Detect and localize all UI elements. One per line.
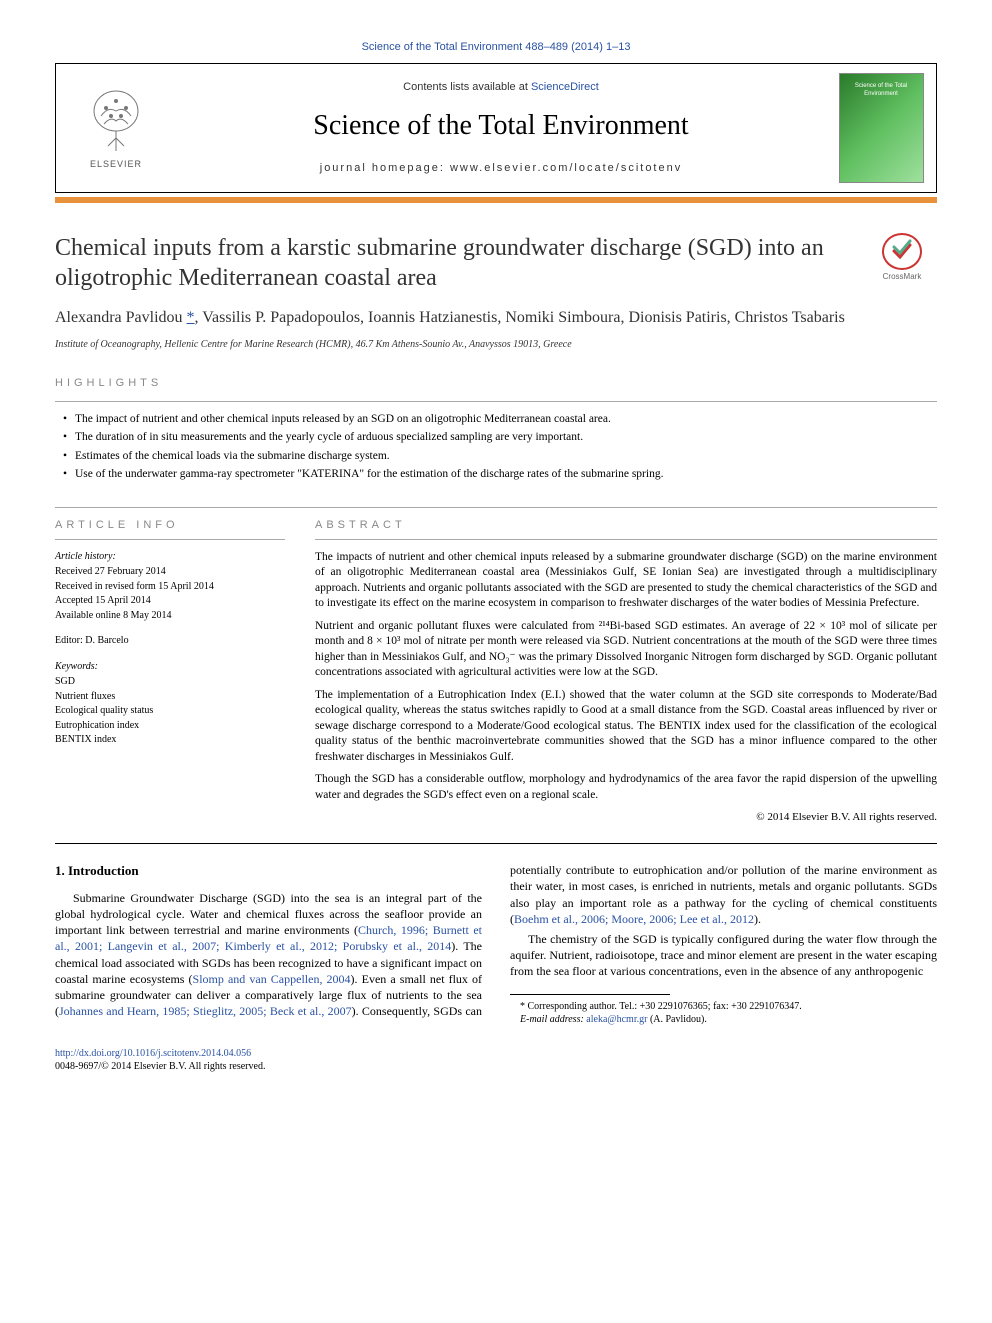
highlight-item: Estimates of the chemical loads via the … (67, 449, 937, 465)
editor-block: Editor: D. Barcelo (55, 634, 285, 648)
history-line: Received in revised form 15 April 2014 (55, 580, 285, 594)
info-rule (55, 539, 285, 540)
highlights-list: The impact of nutrient and other chemica… (55, 412, 937, 483)
authors-rest: , Vassilis P. Papadopoulos, Ioannis Hatz… (195, 309, 845, 326)
history-line: Available online 8 May 2014 (55, 609, 285, 623)
citation-link[interactable]: Boehm et al., 2006; Moore, 2006; Lee et … (514, 912, 754, 926)
cover-thumb-text: Science of the Total Environment (840, 82, 923, 98)
journal-homepage: journal homepage: www.elsevier.com/locat… (176, 161, 826, 176)
highlight-item: The duration of in situ measurements and… (67, 430, 937, 446)
keyword: Nutrient fluxes (55, 690, 285, 704)
history-label: Article history: (55, 550, 285, 564)
publisher-logo-area: ELSEVIER (56, 64, 176, 192)
homepage-url[interactable]: www.elsevier.com/locate/scitotenv (450, 162, 682, 174)
highlight-item: Use of the underwater gamma-ray spectrom… (67, 467, 937, 483)
author-lead: Alexandra Pavlidou (55, 309, 187, 326)
highlights-rule (55, 401, 937, 402)
abstract-col: ABSTRACT The impacts of nutrient and oth… (315, 518, 937, 825)
highlight-item: The impact of nutrient and other chemica… (67, 412, 937, 428)
info-abstract-row: ARTICLE INFO Article history: Received 2… (55, 518, 937, 825)
email-footnote: E-mail address: aleka@hcmr.gr (A. Pavlid… (510, 1013, 937, 1027)
contents-line: Contents lists available at ScienceDirec… (176, 80, 826, 95)
keyword: Eutrophication index (55, 719, 285, 733)
affiliation: Institute of Oceanography, Hellenic Cent… (55, 338, 937, 352)
highlights-head: HIGHLIGHTS (55, 376, 937, 391)
email-link[interactable]: aleka@hcmr.gr (586, 1014, 647, 1025)
abstract-copyright: © 2014 Elsevier B.V. All rights reserved… (315, 810, 937, 825)
citation-link[interactable]: Slomp and van Cappellen, 2004 (193, 972, 351, 986)
body-rule (55, 843, 937, 844)
keyword: BENTIX index (55, 733, 285, 747)
sciencedirect-link[interactable]: ScienceDirect (531, 81, 599, 93)
history-line: Received 27 February 2014 (55, 565, 285, 579)
intro-p3: The chemistry of the SGD is typically co… (510, 931, 937, 980)
abstract-rule (315, 539, 937, 540)
article-title: Chemical inputs from a karstic submarine… (55, 233, 847, 293)
cover-thumb-area: Science of the Total Environment (826, 64, 936, 192)
footnote-rule (510, 994, 670, 995)
keyword: Ecological quality status (55, 704, 285, 718)
journal-reference: Science of the Total Environment 488–489… (55, 40, 937, 55)
abstract-head: ABSTRACT (315, 518, 937, 533)
page-footer: http://dx.doi.org/10.1016/j.scitotenv.20… (55, 1047, 937, 1074)
issn-line: 0048-9697/© 2014 Elsevier B.V. All right… (55, 1061, 265, 1072)
abstract-text: The impacts of nutrient and other chemic… (315, 550, 937, 826)
keywords-label: Keywords: (55, 660, 285, 674)
article-info-col: ARTICLE INFO Article history: Received 2… (55, 518, 285, 825)
abstract-p: Nutrient and organic pollutant fluxes we… (315, 619, 937, 681)
corresponding-footnote: * Corresponding author. Tel.: +30 229107… (510, 1000, 937, 1014)
abstract-p: Though the SGD has a considerable outflo… (315, 772, 937, 803)
keywords-block: Keywords: SGD Nutrient fluxes Ecological… (55, 660, 285, 747)
journal-title: Science of the Total Environment (176, 107, 826, 145)
email-suffix: (A. Pavlidou). (647, 1014, 706, 1025)
elsevier-text: ELSEVIER (90, 158, 142, 170)
elsevier-logo[interactable]: ELSEVIER (71, 78, 161, 178)
homepage-prefix: journal homepage: (320, 162, 450, 174)
elsevier-tree-icon (86, 86, 146, 156)
citation-link[interactable]: Johannes and Hearn, 1985; Stieglitz, 200… (59, 1004, 352, 1018)
info-top-rule (55, 507, 937, 508)
email-label: E-mail address: (520, 1014, 586, 1025)
page: Science of the Total Environment 488–489… (0, 0, 992, 1104)
history-line: Accepted 15 April 2014 (55, 594, 285, 608)
intro-head: 1. Introduction (55, 862, 482, 880)
doi-link[interactable]: http://dx.doi.org/10.1016/j.scitotenv.20… (55, 1048, 251, 1059)
keyword: SGD (55, 675, 285, 689)
crossmark-badge[interactable]: CrossMark (867, 233, 937, 283)
accent-bar (55, 197, 937, 203)
crossmark-label: CrossMark (883, 272, 922, 283)
journal-header: ELSEVIER Contents lists available at Sci… (55, 63, 937, 193)
intro-p2-c: ). (754, 912, 761, 926)
header-center: Contents lists available at ScienceDirec… (176, 80, 826, 175)
corresponding-marker[interactable]: * (187, 309, 195, 326)
authors: Alexandra Pavlidou *, Vassilis P. Papado… (55, 307, 937, 329)
crossmark-icon (882, 233, 922, 270)
abstract-p: The implementation of a Eutrophication I… (315, 688, 937, 766)
contents-prefix: Contents lists available at (403, 81, 531, 93)
intro-p1-c: ). Even a (351, 972, 396, 986)
article-info-head: ARTICLE INFO (55, 518, 285, 533)
history-block: Article history: Received 27 February 20… (55, 550, 285, 623)
abstract-p: The impacts of nutrient and other chemic… (315, 550, 937, 612)
journal-cover-thumbnail[interactable]: Science of the Total Environment (839, 73, 924, 183)
title-row: Chemical inputs from a karstic submarine… (55, 233, 937, 293)
body-columns: 1. Introduction Submarine Groundwater Di… (55, 862, 937, 1026)
